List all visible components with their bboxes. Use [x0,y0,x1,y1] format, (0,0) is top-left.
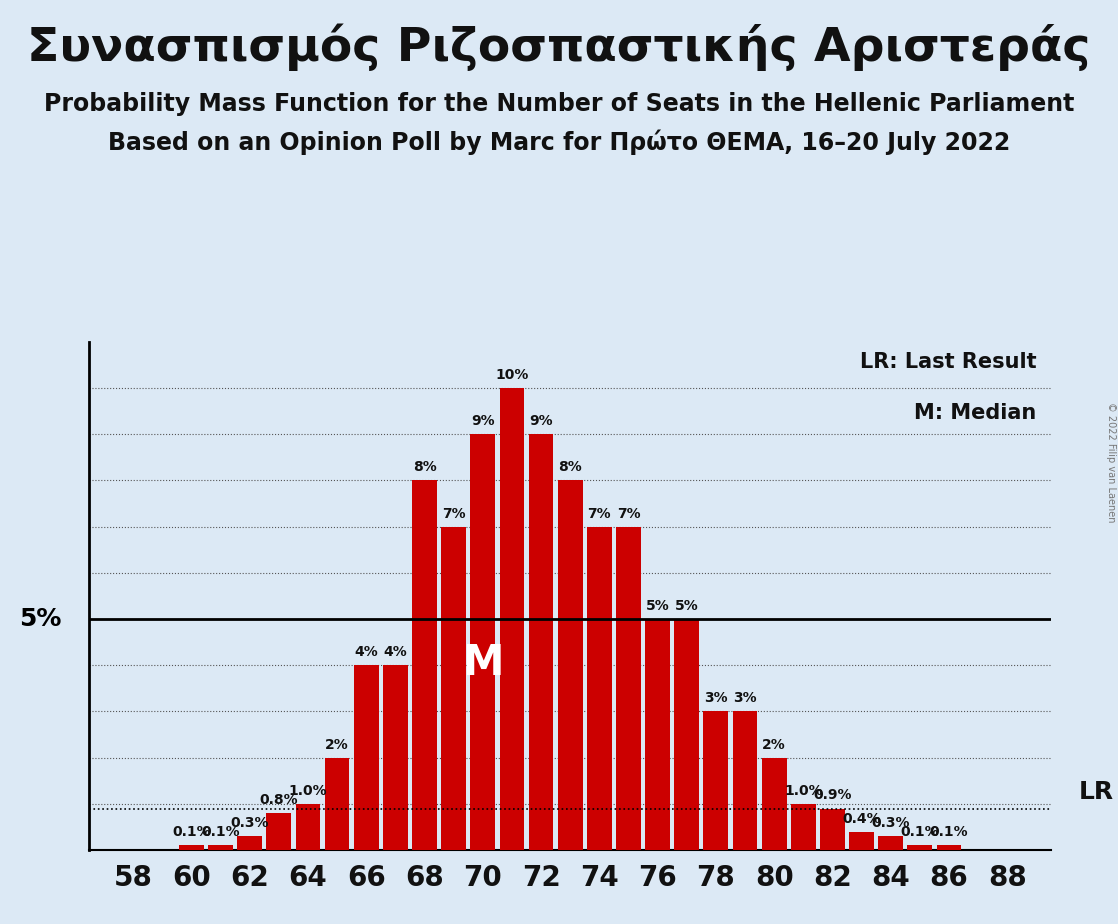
Text: 3%: 3% [733,691,757,706]
Text: 5%: 5% [646,599,670,614]
Bar [937,845,961,850]
Text: 1.0%: 1.0% [288,784,328,797]
Text: © 2022 Filip van Laenen: © 2022 Filip van Laenen [1106,402,1116,522]
Bar [558,480,582,850]
Text: LR: Last Result: LR: Last Result [860,352,1036,372]
Bar [295,804,321,850]
Text: 4%: 4% [354,645,378,660]
Text: 0.3%: 0.3% [230,816,269,830]
Text: Based on an Opinion Poll by Marc for Πρώτο ΘΕΜΑ, 16–20 July 2022: Based on an Opinion Poll by Marc for Πρώ… [107,129,1011,155]
Bar [471,434,495,850]
Text: 0.1%: 0.1% [930,825,968,839]
Text: 9%: 9% [471,414,494,428]
Bar [819,808,845,850]
Text: 0.1%: 0.1% [900,825,939,839]
Bar [413,480,437,850]
Bar [529,434,553,850]
Text: M: M [462,642,503,684]
Text: LR: LR [1079,780,1114,804]
Text: Probability Mass Function for the Number of Seats in the Hellenic Parliament: Probability Mass Function for the Number… [44,92,1074,116]
Text: 5%: 5% [19,607,61,631]
Bar [500,388,524,850]
Bar [850,832,874,850]
Bar [645,619,670,850]
Bar [790,804,816,850]
Text: Συνασπισμός Ριζοσπαστικής Αριστεράς: Συνασπισμός Ριζοσπαστικής Αριστεράς [27,23,1091,70]
Text: 8%: 8% [558,460,582,474]
Bar [908,845,932,850]
Text: 0.8%: 0.8% [259,793,299,808]
Text: 0.9%: 0.9% [813,788,852,802]
Text: 0.3%: 0.3% [871,816,910,830]
Bar [761,758,787,850]
Bar [674,619,699,850]
Bar [354,665,379,850]
Bar [179,845,203,850]
Text: 10%: 10% [495,368,529,383]
Bar [587,527,612,850]
Bar [237,836,262,850]
Bar [732,711,757,850]
Bar [383,665,408,850]
Text: 9%: 9% [529,414,553,428]
Bar [266,813,291,850]
Text: 7%: 7% [442,506,465,521]
Bar [616,527,641,850]
Text: 5%: 5% [675,599,699,614]
Text: 2%: 2% [325,737,349,752]
Text: 7%: 7% [617,506,641,521]
Bar [703,711,728,850]
Text: 1.0%: 1.0% [784,784,823,797]
Text: 0.1%: 0.1% [172,825,210,839]
Text: 4%: 4% [383,645,407,660]
Text: M: Median: M: Median [915,403,1036,423]
Bar [879,836,903,850]
Text: 8%: 8% [413,460,436,474]
Bar [324,758,350,850]
Text: 3%: 3% [704,691,728,706]
Text: 0.1%: 0.1% [201,825,240,839]
Bar [442,527,466,850]
Text: 0.4%: 0.4% [842,811,881,826]
Text: 2%: 2% [762,737,786,752]
Bar [208,845,233,850]
Text: 7%: 7% [587,506,612,521]
